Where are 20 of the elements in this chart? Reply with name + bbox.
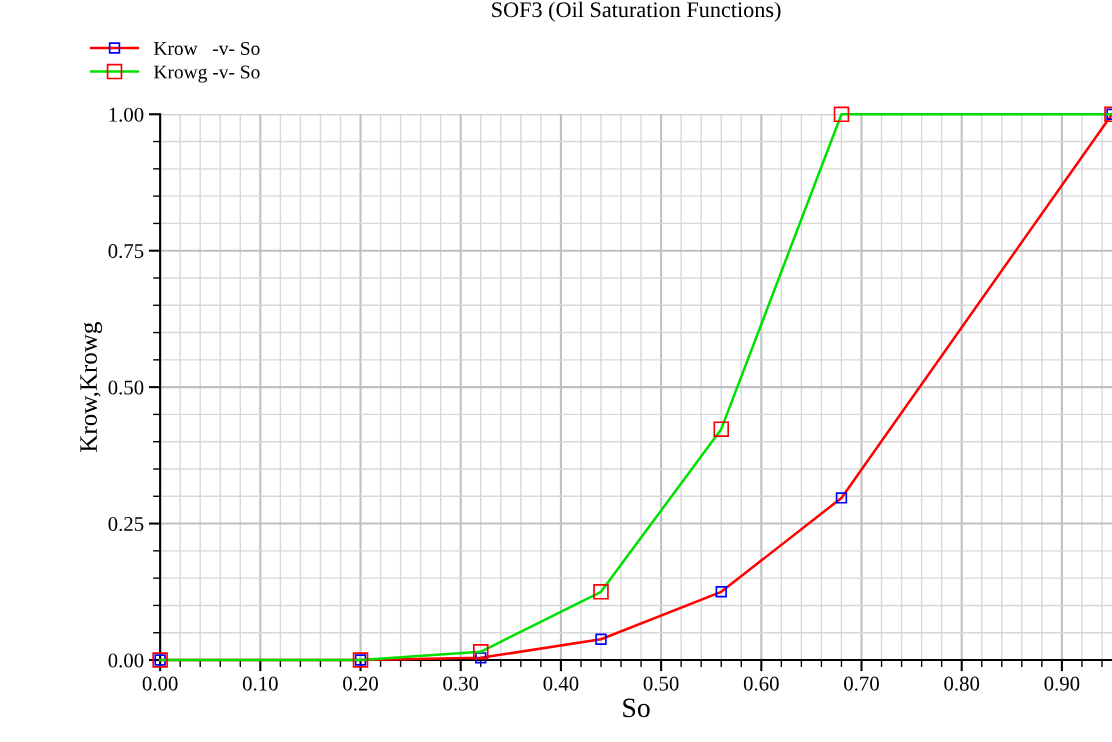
legend-label: Krow -v- So xyxy=(153,41,260,55)
legend-label: Krowg -v- So xyxy=(153,65,260,83)
x-tick-label: 0.90 xyxy=(1044,676,1080,691)
chart-title: SOF3 (Oil Saturation Functions) xyxy=(492,1,781,22)
x-tick-label: 0.80 xyxy=(944,676,980,691)
y-tick-label: 0.25 xyxy=(108,516,144,532)
y-axis-title: Krow,Krowg xyxy=(80,322,103,452)
x-tick-label: 0.70 xyxy=(844,676,879,691)
x-tick-label: 0.30 xyxy=(443,676,479,691)
x-tick-label: 0.20 xyxy=(343,676,378,691)
x-tick-label: 0.00 xyxy=(142,676,178,691)
x-axis-title: So xyxy=(623,698,650,718)
x-tick-label: 0.40 xyxy=(543,676,579,691)
x-tick-label: 0.10 xyxy=(242,676,278,691)
x-tick-label: 0.50 xyxy=(643,676,679,691)
x-tick-label: 0.60 xyxy=(743,676,779,691)
y-tick-label: 0.75 xyxy=(108,244,144,259)
y-tick-label: 0.50 xyxy=(108,380,144,395)
y-tick-label: 0.00 xyxy=(108,653,144,668)
y-tick-label: 1.00 xyxy=(109,107,144,122)
